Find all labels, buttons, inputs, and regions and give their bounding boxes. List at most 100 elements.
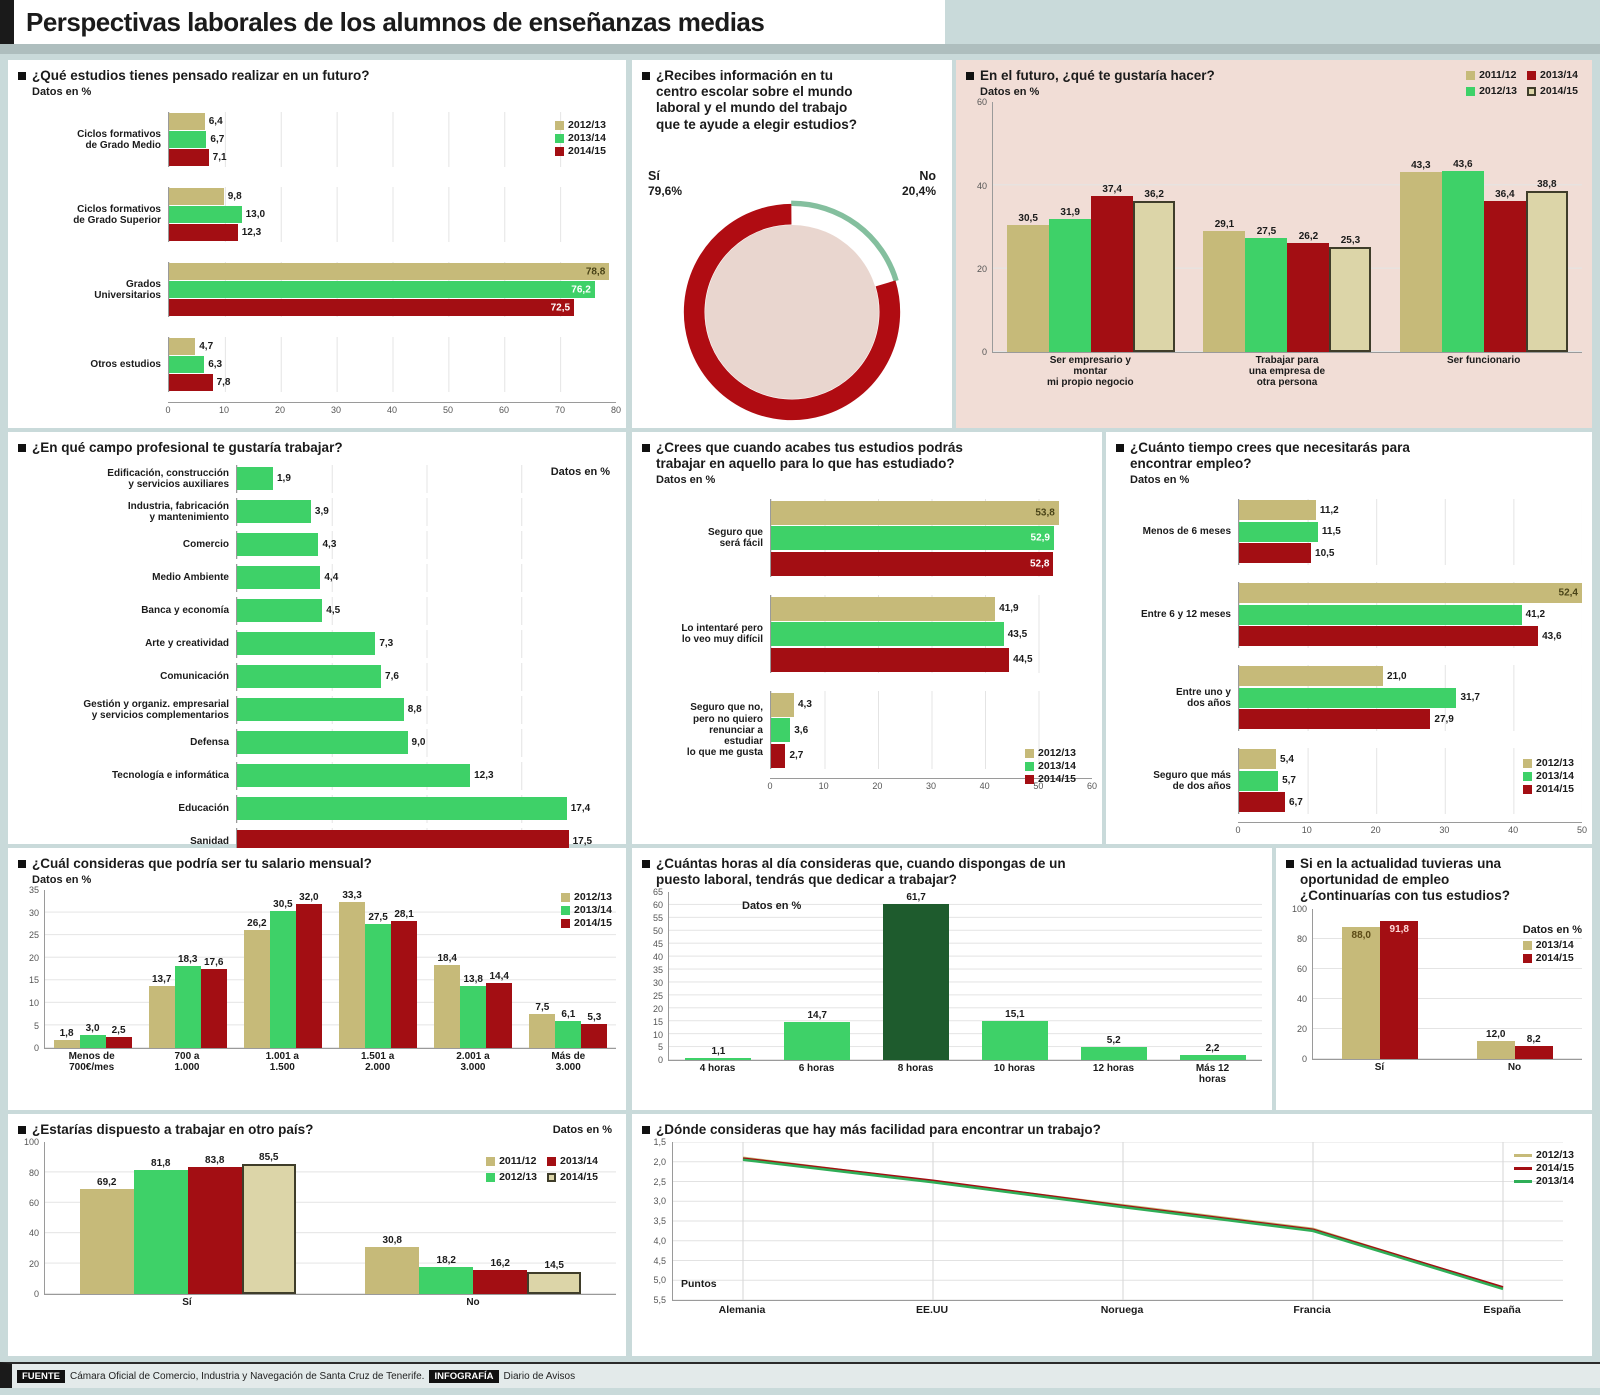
bar-column: 85,5 bbox=[241, 1142, 296, 1295]
bar: 91,8 bbox=[1380, 920, 1419, 1059]
bullet-icon bbox=[18, 860, 26, 868]
legend-label: 2013/14 bbox=[560, 1155, 598, 1167]
value-label: 30,5 bbox=[273, 898, 293, 910]
category-label: Entre 6 y 12 meses bbox=[1140, 609, 1231, 621]
bars-area: 4,7 6,3 7,8 bbox=[168, 337, 616, 393]
bar-line: 4,7 bbox=[169, 338, 616, 356]
bar-line: 17,4 bbox=[237, 797, 616, 821]
panel-title: Si en la actualidad tuvieras una oportun… bbox=[1286, 856, 1582, 905]
panel-tiempo-empleo: ¿Cuánto tiempo crees que necesitarás par… bbox=[1106, 432, 1592, 844]
panel-title: ¿Crees que cuando acabes tus estudios po… bbox=[642, 440, 1092, 472]
value-label: 7,6 bbox=[385, 671, 399, 683]
bar bbox=[1203, 230, 1246, 353]
panel-informacion-centro: ¿Recibes información en tu centro escola… bbox=[632, 60, 952, 428]
legend-label: 2012/13 bbox=[1479, 85, 1518, 97]
chart-row: Entre uno y dos años 21,0 31,7 27,9 bbox=[1116, 656, 1582, 739]
value-label: 7,8 bbox=[216, 377, 231, 389]
x-labels: 4 horas 6 horas 8 horas 10 horas 12 horas Más… bbox=[668, 1063, 1262, 1085]
value-label: 31,9 bbox=[1060, 207, 1080, 219]
category-label: Francia bbox=[1293, 1304, 1331, 1317]
panel-title: ¿Cuántas horas al día consideras que, cu… bbox=[642, 856, 1262, 888]
axis-tick: 10 bbox=[218, 405, 230, 416]
bar-column: 14,5 bbox=[527, 1142, 582, 1295]
axis-tick: 30 bbox=[1439, 825, 1450, 836]
legend-label: 2012/13 bbox=[499, 1171, 538, 1183]
legend-item: 2013/14 bbox=[1514, 1175, 1574, 1187]
bar-column: 69,2 bbox=[79, 1142, 134, 1295]
donut-label-si: Sí 79,6% bbox=[648, 168, 683, 199]
panel-title: En el futuro, ¿qué te gustaría hacer? bbox=[966, 68, 1582, 84]
value-label: 44,5 bbox=[1013, 654, 1033, 666]
value-label: 76,2 bbox=[571, 284, 591, 296]
bars-area: 41,9 43,5 44,5 bbox=[770, 595, 1092, 674]
y-axis: 0 5 10 15 20 25 30 35 bbox=[18, 885, 44, 1053]
axis-tick: 20 bbox=[872, 781, 883, 792]
bar-column: 31,9 bbox=[1049, 102, 1092, 353]
legend: 2012/13 2013/14 2014/15 bbox=[1025, 746, 1076, 786]
value-label: 12,0 bbox=[1486, 1028, 1506, 1040]
category-label: Arte y creatividad bbox=[145, 638, 229, 650]
axis-tick: 2,0 bbox=[653, 1156, 666, 1167]
bar bbox=[237, 467, 273, 491]
category-label: Lo intentaré pero lo veo muy difícil bbox=[681, 623, 763, 646]
axis-tick: 20 bbox=[28, 952, 39, 963]
category-label: Noruega bbox=[1100, 1304, 1144, 1317]
axis-tick: 0 bbox=[1301, 1053, 1307, 1064]
value-label: 53,8 bbox=[1035, 507, 1055, 519]
legend-swatch bbox=[1514, 1166, 1533, 1170]
bar-column: 30,8 bbox=[365, 1142, 420, 1295]
bar bbox=[1525, 190, 1568, 353]
bar bbox=[237, 599, 323, 623]
plot-area: 1,1 14,7 61,7 15,1 5,2 2,2 bbox=[668, 892, 1262, 1062]
category-label: 1.501 a 2.000 bbox=[360, 1051, 395, 1074]
value-label: 7,3 bbox=[379, 638, 394, 650]
bar bbox=[169, 206, 242, 224]
value-label: 17,6 bbox=[204, 956, 224, 968]
bar-line: 6,4 bbox=[169, 113, 616, 131]
bar-column: 12,0 bbox=[1476, 909, 1515, 1059]
value-label: 1,8 bbox=[59, 1028, 74, 1040]
value-label: 11,2 bbox=[1319, 504, 1339, 516]
legend-label: 2013/14 bbox=[1038, 760, 1076, 772]
bar-line: 76,2 bbox=[169, 281, 616, 299]
bar bbox=[241, 1164, 296, 1295]
bar-line: 3,6 bbox=[771, 718, 1092, 743]
chart-body: 0 20 40 60 80 100 69,2 81,8 83,8 85,5 30,8 18,2 16,2… bbox=[18, 1137, 616, 1308]
bar-line: 21,0 bbox=[1239, 666, 1582, 687]
x-labels: Ser empresario y montar mi propio negoci… bbox=[992, 355, 1582, 388]
value-label: 1,1 bbox=[711, 1045, 726, 1057]
value-label: 21,0 bbox=[1387, 670, 1407, 682]
y-axis: 0 20 40 60 80 100 bbox=[1286, 904, 1312, 1064]
legend-swatch bbox=[561, 892, 571, 902]
legend-swatch bbox=[1025, 774, 1035, 784]
bar bbox=[1514, 1046, 1553, 1059]
legend-label: 2012/13 bbox=[1536, 757, 1574, 769]
legend-item: 2011/12 bbox=[1466, 69, 1517, 81]
bar bbox=[1007, 225, 1050, 353]
chart-row: Menos de 6 meses 11,2 11,5 10,5 bbox=[1116, 490, 1582, 573]
value-label: 11,5 bbox=[1321, 526, 1341, 538]
category-label: 6 horas bbox=[798, 1063, 835, 1075]
bar-group: 5,2 bbox=[1080, 892, 1147, 1061]
category-label: Comercio bbox=[182, 539, 229, 551]
value-label: 2,2 bbox=[1205, 1042, 1220, 1054]
bar bbox=[200, 968, 227, 1049]
value-label: 12,3 bbox=[241, 227, 262, 239]
legend-swatch bbox=[1025, 761, 1035, 771]
axis-tick: 0 bbox=[1235, 825, 1241, 836]
bar bbox=[237, 632, 376, 656]
bar bbox=[339, 902, 366, 1049]
x-axis: 0 10 20 30 40 50 60 bbox=[767, 778, 1097, 793]
bar bbox=[237, 830, 569, 854]
axis-tick: 10 bbox=[818, 781, 829, 792]
value-label: 41,2 bbox=[1525, 609, 1546, 621]
axis-tick: 20 bbox=[976, 263, 987, 274]
bar bbox=[1049, 219, 1092, 353]
bar: 78,8 bbox=[169, 263, 610, 281]
bar-line: 43,6 bbox=[1239, 626, 1582, 647]
panel-horas-dia: ¿Cuántas horas al día consideras que, cu… bbox=[632, 848, 1272, 1110]
legend-item: 2012/13 bbox=[1466, 85, 1517, 97]
category-label: Seguro que más de dos años bbox=[1153, 769, 1231, 792]
axis-tick: 20 bbox=[1370, 825, 1381, 836]
bar-line: 11,2 bbox=[1239, 500, 1582, 521]
